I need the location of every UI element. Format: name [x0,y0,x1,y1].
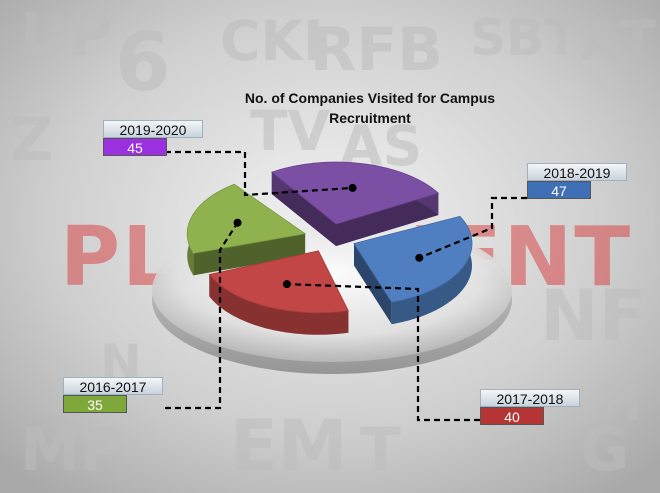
svg-text:CKI: CKI [220,9,323,73]
chart-title: No. of Companies Visited for Campus Recr… [244,90,496,126]
label-value: 40 [480,407,544,425]
leader-line-2018-2019 [418,196,527,259]
svg-text:TV: TV [250,99,331,163]
leader-line-2016-2017 [165,222,239,410]
label-value: 45 [103,138,167,156]
label-year: 2017-2018 [480,389,580,407]
svg-text:SBT: SBT [470,9,578,67]
label-value: 35 [63,395,127,413]
pie-slices [186,161,473,335]
label-2018-2019: 2018-2019 47 [527,163,627,199]
pie-slice-2016-2017 [186,183,307,276]
label-year: 2019-2020 [103,120,203,138]
label-2017-2018: 2017-2018 40 [480,389,580,425]
leader-line-2017-2018 [286,283,480,422]
pie-slice-2017-2018 [208,250,349,335]
svg-text:H: H [600,374,642,432]
label-value: 47 [527,181,591,199]
leader-dot-2018-2019 [415,253,424,262]
svg-text:G: G [580,415,629,485]
label-2019-2020: 2019-2020 45 [103,120,203,156]
pie-slice-2018-2019 [353,215,473,325]
svg-text:AT: AT [580,9,656,73]
leader-dot-2016-2017 [233,218,242,227]
svg-text:MP: MP [20,415,124,485]
label-year: 2016-2017 [63,377,163,395]
svg-text:Z: Z [10,105,54,175]
svg-text:NF: NF [540,275,646,357]
svg-text:RFB: RFB [310,15,443,85]
pie-slice-2019-2020 [270,161,440,247]
leader-line-2019-2020 [165,150,353,197]
svg-text:EM: EM [230,405,347,487]
label-year: 2018-2019 [527,163,627,181]
svg-text:T: T [360,415,401,485]
background-letters: UP 6 CKI RFB SBT AT Z TV AS NF MP EM T G… [10,0,656,487]
leader-dot-2019-2020 [348,183,357,192]
leader-dot-2017-2018 [282,280,291,289]
leader-lines [165,150,527,422]
svg-text:6: 6 [115,16,171,109]
svg-text:UP: UP [20,0,113,70]
label-2016-2017: 2016-2017 35 [63,377,163,413]
